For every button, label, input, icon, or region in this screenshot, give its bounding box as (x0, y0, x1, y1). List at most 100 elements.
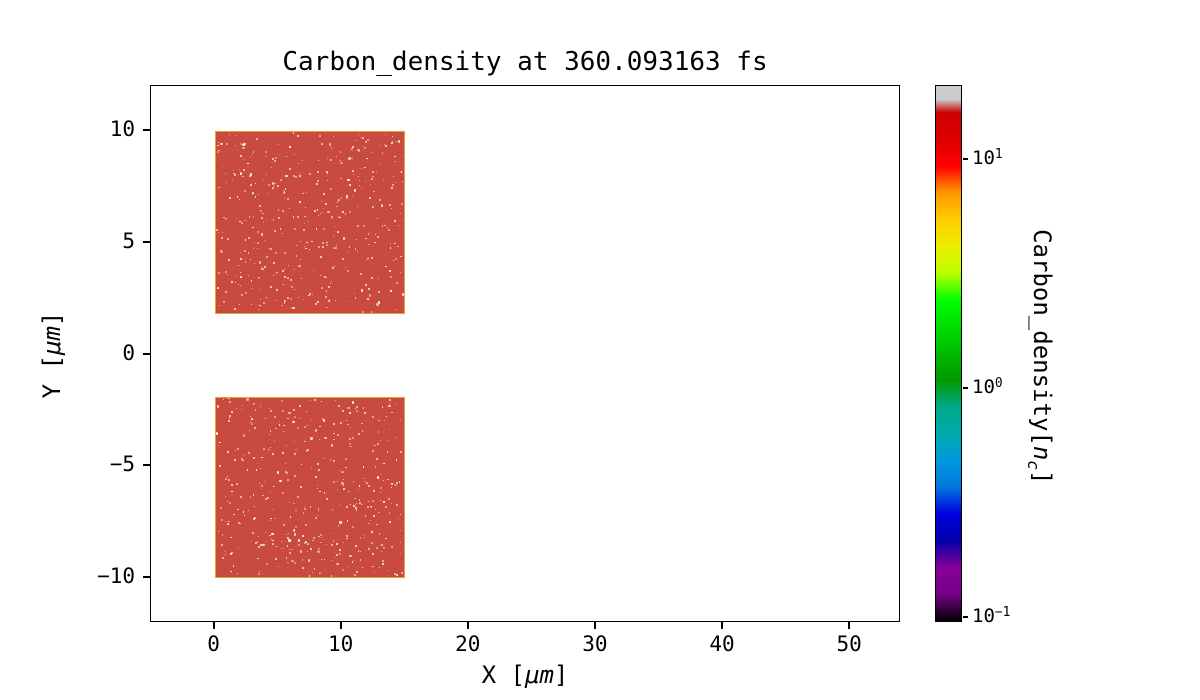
density-speckle (319, 548, 320, 549)
density-speckle (261, 457, 263, 459)
density-speckle (263, 448, 265, 450)
density-speckle (221, 544, 223, 546)
density-speckle (387, 479, 389, 481)
x-tick-label: 30 (582, 632, 607, 656)
density-speckle (295, 449, 297, 451)
density-speckle (372, 206, 374, 208)
density-speckle (238, 265, 239, 266)
density-speckle (341, 471, 343, 473)
density-speckle (333, 540, 334, 541)
density-speckle (297, 216, 299, 218)
density-speckle (252, 192, 254, 194)
density-speckle (276, 546, 277, 547)
density-speckle (379, 567, 380, 568)
density-speckle (352, 401, 354, 403)
density-speckle (307, 543, 309, 545)
density-speckle (304, 246, 305, 247)
density-speckle (219, 305, 220, 306)
density-speckle (343, 488, 345, 490)
density-speckle (283, 431, 284, 432)
density-speckle (376, 172, 378, 174)
density-speckle (345, 267, 346, 268)
density-speckle (383, 179, 384, 180)
density-speckle (389, 403, 390, 404)
density-speckle (299, 418, 300, 419)
density-speckle (392, 141, 393, 142)
y-tick-mark (143, 353, 150, 355)
density-speckle (267, 497, 269, 499)
x-tick-mark (848, 622, 850, 629)
density-speckle (223, 217, 224, 218)
density-speckle (402, 155, 403, 156)
density-speckle (332, 218, 333, 219)
density-speckle (364, 412, 366, 414)
density-speckle (375, 466, 377, 468)
density-speckle (362, 137, 364, 139)
density-speckle (275, 300, 276, 301)
x-axis-label-prefix: X [ (482, 661, 525, 689)
density-speckle (278, 566, 279, 567)
density-speckle (262, 495, 263, 496)
density-speckle (228, 420, 230, 422)
density-speckle (391, 412, 393, 414)
density-speckle (248, 275, 249, 276)
density-speckle (285, 175, 287, 177)
density-speckle (293, 529, 295, 531)
density-speckle (288, 265, 289, 266)
density-speckle (266, 174, 267, 175)
colorbar-label-var: n (1028, 446, 1056, 460)
density-speckle (271, 533, 273, 535)
density-speckle (323, 193, 325, 195)
density-speckle (295, 526, 297, 528)
density-speckle (246, 398, 248, 400)
density-speckle (293, 503, 295, 505)
density-speckle (380, 500, 381, 501)
density-speckle (293, 409, 295, 411)
density-speckle (307, 449, 309, 451)
density-speckle (269, 434, 270, 435)
density-speckle (346, 538, 348, 540)
density-speckle (347, 407, 349, 409)
density-speckle (373, 490, 375, 492)
density-speckle (326, 544, 327, 545)
density-speckle (347, 251, 348, 252)
density-speckle (229, 502, 231, 504)
density-speckle (297, 496, 299, 498)
density-speckle (400, 514, 401, 515)
density-speckle (331, 147, 333, 149)
density-speckle (337, 201, 338, 202)
density-speckle (361, 168, 362, 169)
density-speckle (248, 510, 249, 511)
density-speckle (364, 147, 366, 149)
density-speckle (311, 419, 312, 420)
density-speckle (217, 405, 219, 407)
density-speckle (326, 498, 328, 500)
density-speckle (388, 570, 389, 571)
x-tick-label: 20 (455, 632, 480, 656)
density-speckle (243, 434, 245, 436)
density-speckle (306, 242, 307, 243)
density-speckle (376, 547, 378, 549)
density-speckle (237, 573, 238, 574)
density-speckle (318, 160, 319, 161)
density-speckle (297, 135, 299, 137)
density-speckle (266, 256, 268, 258)
density-speckle (227, 238, 229, 240)
density-speckle (286, 534, 287, 535)
density-speckle (309, 249, 310, 250)
x-tick-label: 50 (836, 632, 861, 656)
density-speckle (324, 559, 325, 560)
density-speckle (355, 140, 356, 141)
density-speckle (259, 305, 261, 307)
density-speckle (402, 220, 403, 221)
density-speckle (237, 196, 238, 197)
density-speckle (361, 188, 362, 189)
density-speckle (330, 188, 332, 190)
density-speckle (294, 416, 296, 418)
density-speckle (336, 543, 338, 545)
density-speckle (376, 303, 378, 305)
density-speckle (279, 480, 281, 482)
density-speckle (301, 278, 303, 280)
density-speckle (325, 296, 327, 298)
density-speckle (294, 533, 296, 535)
